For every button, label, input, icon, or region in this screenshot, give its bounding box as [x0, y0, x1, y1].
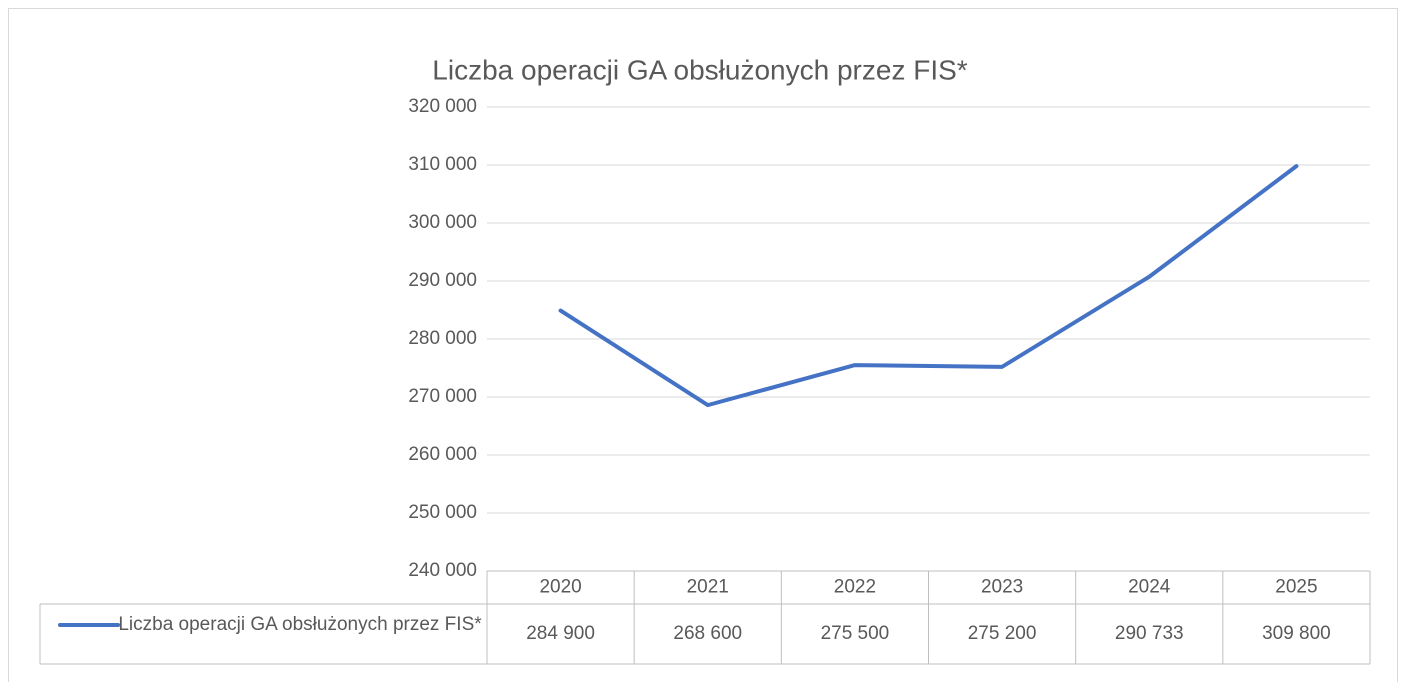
table-value: 290 733: [1115, 623, 1184, 644]
y-tick-label: 320 000: [408, 96, 477, 117]
chart-title: Liczba operacji GA obsłużonych przez FIS…: [432, 54, 967, 85]
table-value: 275 500: [821, 623, 890, 644]
y-tick-label: 290 000: [408, 270, 477, 291]
legend-label: Liczba operacji GA obsłużonych przez FIS…: [118, 614, 482, 635]
x-tick-label: 2021: [687, 577, 729, 598]
y-tick-label: 240 000: [408, 560, 477, 581]
x-tick-label: 2022: [834, 577, 876, 598]
x-tick-label: 2025: [1275, 577, 1317, 598]
x-tick-label: 2020: [539, 577, 581, 598]
x-tick-label: 2024: [1128, 577, 1171, 598]
y-tick-label: 260 000: [408, 444, 477, 465]
table-value: 275 200: [968, 623, 1037, 644]
y-tick-label: 270 000: [408, 386, 477, 407]
table-value: 309 800: [1262, 623, 1331, 644]
y-tick-label: 250 000: [408, 502, 477, 523]
x-tick-label: 2023: [981, 577, 1023, 598]
y-tick-label: 310 000: [408, 154, 477, 175]
y-tick-label: 280 000: [408, 328, 477, 349]
y-tick-label: 300 000: [408, 212, 477, 233]
data-line: [558, 164, 1299, 408]
table-value: 284 900: [526, 623, 595, 644]
table-value: 268 600: [673, 623, 742, 644]
chart-border: [8, 8, 1398, 682]
